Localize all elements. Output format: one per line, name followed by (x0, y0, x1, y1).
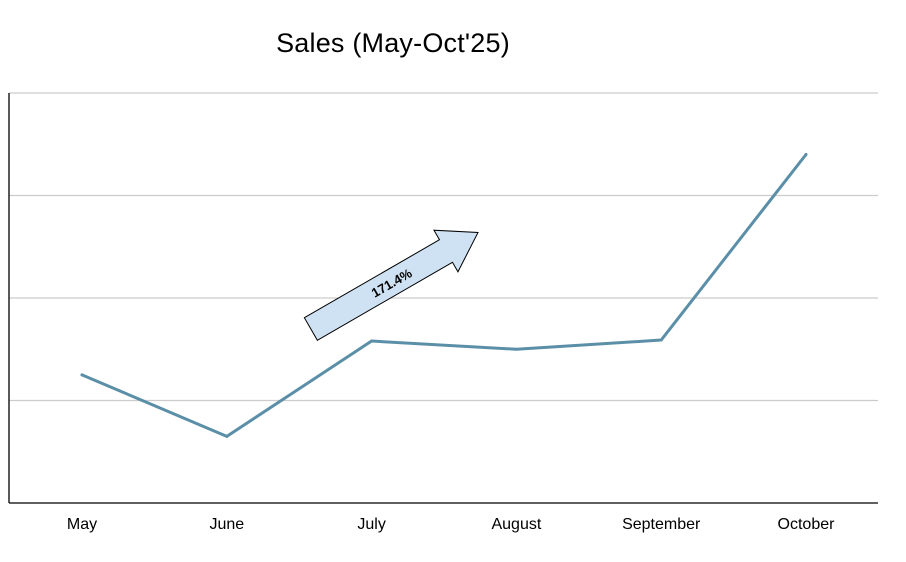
x-tick-label-june: June (209, 516, 244, 533)
data-point-october (804, 153, 808, 156)
axes (8, 93, 878, 504)
data-point-september (659, 338, 663, 342)
x-tick-label-july: July (357, 516, 385, 533)
data-point-june (225, 434, 229, 438)
series-line (80, 153, 808, 438)
series-layer (80, 153, 808, 438)
data-point-july (370, 339, 374, 343)
x-tick-label-october: October (778, 516, 836, 533)
data-point-august (514, 347, 518, 351)
data-point-may (80, 373, 84, 377)
x-tick-label-september: September (622, 516, 701, 533)
growth-arrow-shape (303, 229, 479, 341)
growth-arrow-annotation: 171.4% (303, 229, 479, 341)
x-tick-label-august: August (491, 516, 541, 533)
x-tick-labels: May June July August September October (67, 516, 835, 533)
gridlines (9, 92, 878, 402)
x-tick-label-may: May (67, 516, 97, 533)
chart-title: Sales (May-Oct'25) (276, 28, 510, 58)
